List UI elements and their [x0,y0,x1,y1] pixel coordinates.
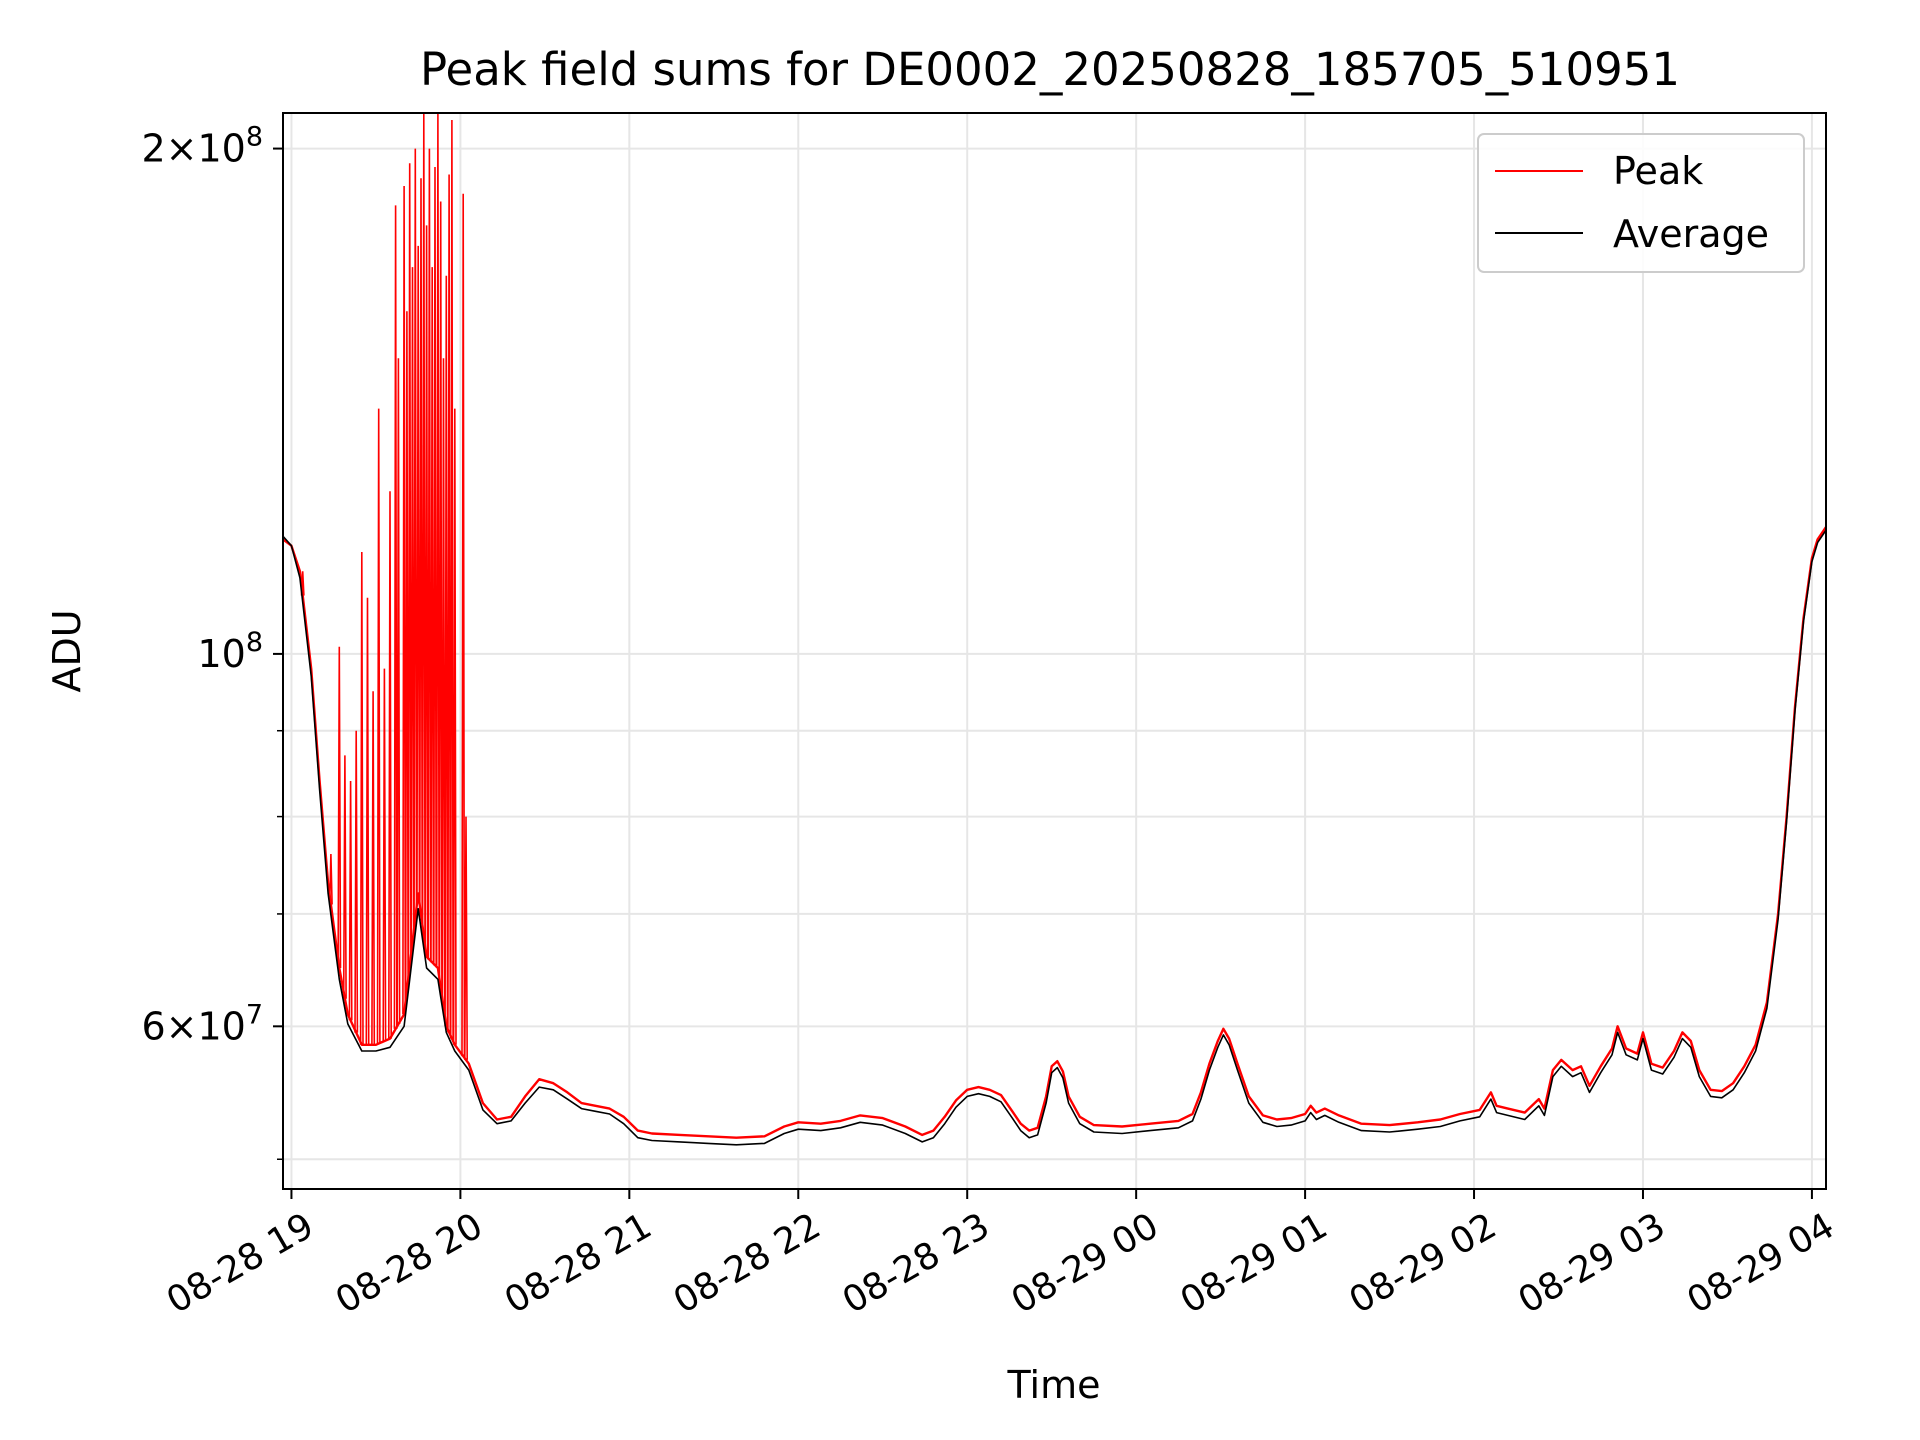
y-tick-label: 2×108 [141,122,263,171]
legend: Peak Average [1477,133,1805,273]
series-peak-spikes [300,113,468,1060]
y-axis: 6×107 108 2×108 [141,122,283,1048]
grid [283,113,1826,1189]
x-axis-label: Time [1007,1363,1101,1407]
series-peak-line [283,526,1826,1139]
legend-box [1477,133,1805,273]
y-axis-label: ADU [45,609,89,692]
legend-label-average: Average [1613,212,1769,256]
y-tick-label: 108 [197,627,263,676]
y-tick-label: 6×107 [141,999,263,1048]
plot-frame [282,112,1827,1190]
chart-title: Peak field sums for DE0002_20250828_1857… [420,43,1680,96]
legend-label-peak: Peak [1613,149,1703,193]
series-layer [283,113,1826,1146]
series-average-line [283,529,1826,1146]
